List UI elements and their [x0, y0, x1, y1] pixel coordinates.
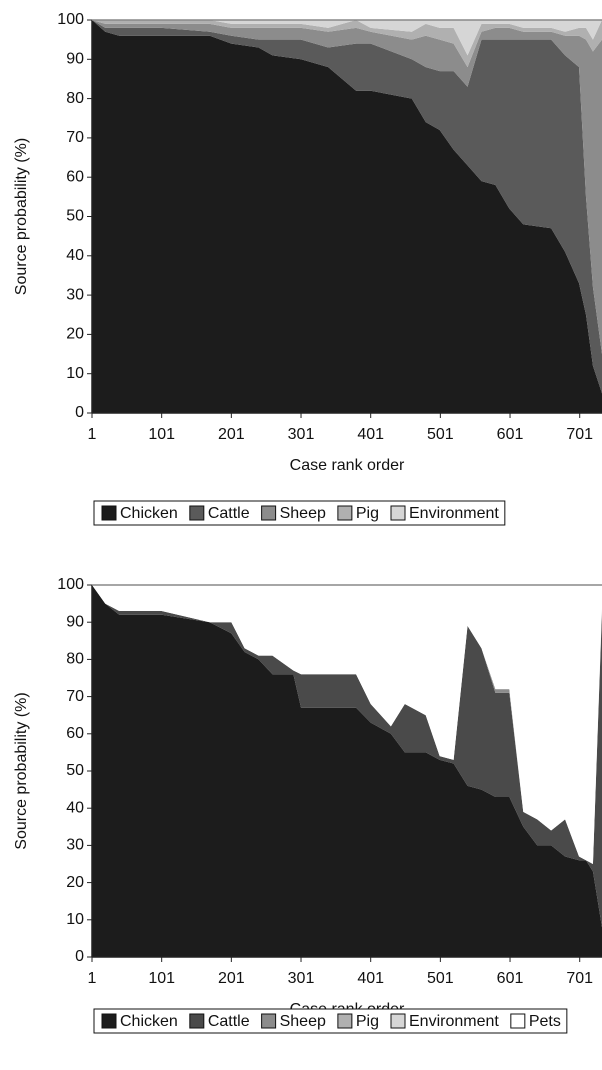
legend-swatch	[101, 1013, 117, 1029]
legend-box	[93, 500, 506, 526]
legend-swatch	[510, 1013, 526, 1029]
y-axis-title: Source probability (%)	[13, 692, 30, 849]
y-tick-label: 0	[75, 948, 84, 965]
x-tick-label: 201	[218, 426, 245, 443]
y-tick-label: 40	[66, 247, 84, 264]
x-tick-label: 1	[88, 426, 97, 443]
legend-label: Environment	[409, 1013, 499, 1030]
area-series	[92, 585, 602, 928]
x-tick-label: 601	[497, 970, 524, 987]
legend: Chicken Cattle Sheep Pig Environment Pets	[93, 1008, 568, 1034]
y-tick-label: 90	[66, 51, 84, 68]
legend-label: Sheep	[280, 505, 326, 522]
legend-swatch	[189, 505, 205, 521]
legend-swatch	[101, 505, 117, 521]
y-tick-label: 100	[57, 576, 84, 593]
y-tick-label: 60	[66, 725, 84, 742]
y-tick-label: 20	[66, 326, 84, 343]
area-series	[92, 585, 602, 864]
y-tick-label: 90	[66, 613, 84, 630]
legend-label: Cattle	[208, 1013, 250, 1030]
y-axis-title: Source probability (%)	[13, 138, 30, 295]
legend-swatch	[337, 505, 353, 521]
legend-box	[93, 1008, 568, 1034]
legend-swatch	[189, 1013, 205, 1029]
area-series	[92, 20, 602, 394]
legend-swatch	[390, 1013, 406, 1029]
y-tick-label: 40	[66, 799, 84, 816]
y-tick-label: 70	[66, 129, 84, 146]
legend-swatch	[261, 505, 277, 521]
legend-label: Chicken	[120, 505, 178, 522]
x-axis-title: Case rank order	[290, 457, 405, 474]
y-tick-label: 60	[66, 168, 84, 185]
y-tick-label: 30	[66, 837, 84, 854]
x-tick-label: 601	[497, 426, 524, 443]
x-tick-label: 701	[566, 970, 593, 987]
area-series	[92, 20, 602, 413]
y-tick-label: 50	[66, 208, 84, 225]
x-tick-label: 301	[288, 970, 315, 987]
y-tick-label: 80	[66, 651, 84, 668]
area-series	[92, 585, 602, 957]
legend-swatch	[337, 1013, 353, 1029]
legend-label: Pig	[356, 505, 379, 522]
x-tick-label: 401	[357, 970, 384, 987]
legend-label: Sheep	[280, 1013, 326, 1030]
y-tick-label: 100	[57, 11, 84, 28]
x-tick-label: 101	[148, 970, 175, 987]
y-tick-label: 70	[66, 688, 84, 705]
legend: Chicken Cattle Sheep Pig Environment	[93, 500, 506, 526]
y-tick-label: 50	[66, 762, 84, 779]
x-tick-label: 101	[148, 426, 175, 443]
x-tick-label: 1	[88, 970, 97, 987]
x-tick-label: 401	[357, 426, 384, 443]
x-tick-label: 501	[427, 970, 454, 987]
y-tick-label: 30	[66, 286, 84, 303]
y-tick-label: 0	[75, 404, 84, 421]
x-tick-label: 201	[218, 970, 245, 987]
x-tick-label: 301	[288, 426, 315, 443]
legend-label: Environment	[409, 505, 499, 522]
x-tick-label: 701	[566, 426, 593, 443]
y-tick-label: 10	[66, 365, 84, 382]
legend-swatch	[390, 505, 406, 521]
legend-label: Pets	[529, 1013, 561, 1030]
legend-swatch	[261, 1013, 277, 1029]
legend-label: Chicken	[120, 1013, 178, 1030]
legend-label: Cattle	[208, 505, 250, 522]
legend-label: Pig	[356, 1013, 379, 1030]
area-series	[92, 20, 602, 56]
y-tick-label: 80	[66, 90, 84, 107]
x-tick-label: 501	[427, 426, 454, 443]
y-tick-label: 10	[66, 911, 84, 928]
y-tick-label: 20	[66, 874, 84, 891]
